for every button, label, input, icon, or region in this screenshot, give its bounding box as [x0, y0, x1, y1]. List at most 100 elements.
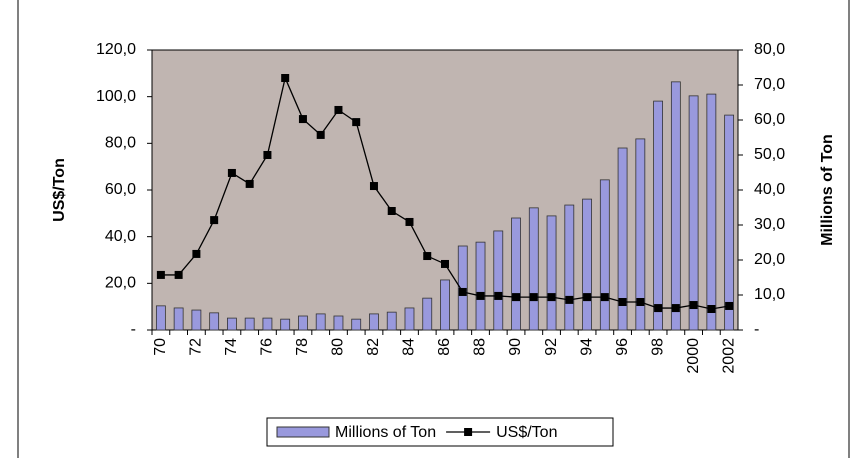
- bar: [599, 179, 610, 331]
- bar: [298, 315, 308, 331]
- x-tick-label: 72: [188, 338, 205, 356]
- x-tick-label: 86: [436, 338, 453, 356]
- line-marker: [689, 301, 698, 310]
- x-tick-label: 84: [401, 338, 418, 356]
- bar: [635, 138, 646, 331]
- bar: [369, 313, 379, 331]
- y2-tick-label: 70,0: [754, 76, 785, 93]
- x-tick-label: 92: [543, 338, 560, 356]
- x-tick-label: 80: [330, 338, 347, 356]
- bar: [706, 93, 717, 331]
- bar: [528, 207, 539, 331]
- y-tick-label: 100,0: [96, 88, 136, 105]
- bar: [386, 311, 397, 331]
- bar: [617, 147, 628, 331]
- line-marker: [476, 291, 485, 300]
- bar: [422, 297, 433, 331]
- line-marker: [227, 168, 236, 177]
- bar: [244, 317, 255, 331]
- bar: [315, 313, 326, 331]
- line-marker: [405, 217, 414, 226]
- legend: Millions of Ton US$/Ton: [266, 417, 614, 447]
- x-tick-label: 70: [152, 338, 169, 356]
- line-marker: [636, 298, 645, 306]
- line-marker: [494, 291, 503, 300]
- y2-tick-label: 10,0: [754, 286, 785, 303]
- line-marker: [707, 305, 716, 313]
- bar: [582, 198, 592, 331]
- line-marker: [458, 287, 467, 296]
- line-marker: [600, 293, 609, 302]
- y2-tick-label: 40,0: [754, 181, 785, 198]
- x-tick-label: 96: [614, 338, 631, 356]
- x-tick-label: 82: [365, 338, 382, 356]
- line-marker: [547, 293, 556, 302]
- bar: [155, 305, 166, 331]
- bar: [475, 241, 486, 331]
- x-tick-label: 74: [223, 338, 240, 356]
- y-tick-label: 60,0: [105, 181, 136, 198]
- bar: [351, 318, 362, 331]
- bar: [209, 312, 220, 331]
- y2-tick-label: 30,0: [754, 216, 785, 233]
- x-tick-label: 76: [259, 338, 276, 356]
- line-marker: [281, 74, 290, 82]
- line-marker: [618, 298, 627, 306]
- bar: [404, 307, 415, 331]
- bar: [564, 204, 575, 331]
- line-marker: [263, 151, 272, 159]
- y2-tick-label: -: [754, 321, 759, 338]
- bar: [333, 315, 344, 331]
- y-tick-label: 40,0: [105, 228, 136, 245]
- line-marker: [529, 293, 538, 302]
- line-marker: [369, 182, 378, 191]
- bar: [688, 95, 699, 331]
- line-marker: [671, 304, 680, 313]
- legend-swatch: [276, 426, 330, 438]
- line-marker: [441, 259, 449, 268]
- bar: [440, 279, 450, 331]
- line-marker: [725, 301, 734, 310]
- bar: [280, 318, 291, 331]
- line-marker: [192, 249, 201, 258]
- y-tick-label: 20,0: [105, 275, 136, 292]
- y2-tick-label: 60,0: [754, 111, 785, 128]
- bar: [670, 81, 681, 331]
- bar: [724, 114, 735, 331]
- line-marker: [174, 270, 183, 279]
- x-tick-label: 2002: [720, 338, 737, 374]
- bar: [511, 217, 521, 331]
- y2-tick-label: 20,0: [754, 251, 785, 268]
- legend-label: US$/Ton: [496, 424, 557, 441]
- y-tick-label: 80,0: [105, 135, 136, 152]
- bar: [227, 317, 237, 331]
- line-marker: [316, 130, 325, 139]
- line-marker: [334, 105, 343, 114]
- x-tick-label: 2000: [685, 338, 702, 374]
- line-marker: [245, 179, 254, 188]
- x-tick-label: 94: [578, 338, 595, 356]
- legend-label: Millions of Ton: [335, 424, 436, 441]
- line-marker: [565, 295, 574, 304]
- bar: [546, 215, 557, 331]
- bar: [262, 317, 273, 331]
- y-axis-title: US$/Ton: [51, 158, 68, 222]
- x-tick-label: 90: [507, 338, 524, 356]
- bar: [493, 230, 504, 331]
- bar: [653, 100, 663, 331]
- x-tick-label: 88: [472, 338, 489, 356]
- y-tick-label: -: [131, 321, 136, 338]
- x-tick-label: 78: [294, 338, 311, 356]
- line-marker: [210, 216, 219, 225]
- line-marker: [583, 293, 592, 302]
- line-marker: [156, 270, 165, 279]
- line-marker: [352, 118, 361, 127]
- bar: [173, 307, 184, 331]
- line-marker: [298, 115, 307, 124]
- line-marker: [387, 207, 396, 215]
- y2-tick-label: 50,0: [754, 146, 785, 163]
- y2-tick-label: 80,0: [754, 41, 785, 58]
- y-tick-label: 120,0: [96, 41, 136, 58]
- x-tick-label: 98: [649, 338, 666, 356]
